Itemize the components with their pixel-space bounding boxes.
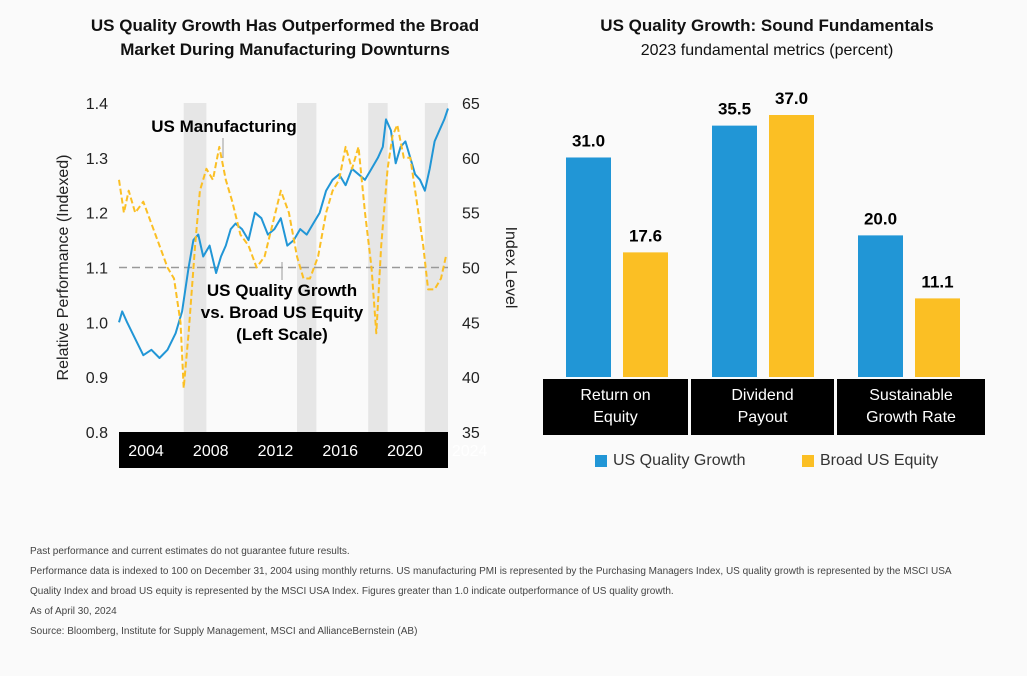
left-chart-title-line1: US Quality Growth Has Outperformed the B…	[90, 16, 480, 35]
annotation-quality-growth: vs. Broad US Equity	[201, 303, 364, 322]
right-chart-subtitle: 2023 fundamental metrics (percent)	[640, 42, 894, 59]
x-axis-band	[119, 432, 448, 468]
category-label-line: Equity	[593, 409, 638, 426]
bar-quality-growth	[858, 235, 903, 377]
left-y-tick-label: 1.2	[86, 206, 108, 223]
x-tick-label: 2004	[128, 443, 164, 460]
footnote-disclaimer: Past performance and current estimates d…	[30, 546, 350, 557]
category-label-dividend-payout: Dividend Payout	[691, 379, 834, 435]
bar-value-label: 31.0	[572, 131, 605, 150]
x-tick-label: 2016	[322, 443, 358, 460]
bar-value-label: 20.0	[864, 209, 897, 228]
bar-value-label: 37.0	[775, 89, 808, 108]
legend-label-quality: US Quality Growth	[613, 452, 746, 469]
right-y-tick-label: 55	[462, 206, 480, 223]
right-y-axis-label: Index Level	[502, 227, 519, 309]
category-label-line: Payout	[737, 409, 788, 426]
x-tick-label: 2008	[193, 443, 229, 460]
bar-quality-growth	[712, 125, 757, 378]
category-label-line: Sustainable	[869, 387, 953, 404]
legend-swatch-quality	[595, 455, 607, 467]
annotation-quality-growth: (Left Scale)	[236, 325, 328, 344]
legend-quality: US Quality Growth	[595, 452, 745, 470]
left-y-axis-label: Relative Performance (Indexed)	[55, 155, 72, 381]
footnote-methodology-2: Quality Index and broad US equity is rep…	[30, 586, 674, 597]
right-y-tick-label: 35	[462, 425, 480, 442]
bar-broad-equity	[623, 252, 668, 377]
bar-value-label: 11.1	[921, 272, 953, 291]
bar-value-label: 17.6	[629, 226, 662, 245]
left-y-tick-label: 1.1	[86, 261, 108, 278]
right-y-tick-label: 65	[462, 96, 480, 113]
x-tick-label: 2012	[258, 443, 294, 460]
bar-broad-equity	[915, 298, 960, 377]
category-label-line: Return on	[580, 387, 651, 404]
legend-label-broad: Broad US Equity	[820, 452, 939, 469]
bar-broad-equity	[769, 115, 814, 377]
left-chart-title-line2: Market During Manufacturing Downturns	[120, 40, 450, 59]
left-y-tick-label: 0.9	[86, 370, 108, 387]
bar-quality-growth	[566, 157, 611, 377]
left-chart-title: US Quality Growth Has Outperformed the B…	[40, 14, 530, 62]
annotation-quality-growth: US Quality Growth	[207, 281, 357, 300]
left-y-tick-label: 0.8	[86, 425, 108, 442]
footnote-source: Source: Bloomberg, Institute for Supply …	[30, 626, 418, 637]
right-chart-title: US Quality Growth: Sound Fundamentals	[600, 16, 934, 35]
right-y-tick-label: 60	[462, 151, 480, 168]
x-tick-label: 2024	[452, 443, 488, 460]
bar-value-label: 35.5	[718, 100, 751, 119]
legend-broad: Broad US Equity	[802, 452, 938, 470]
footnote-methodology-1: Performance data is indexed to 100 on De…	[30, 566, 952, 577]
series-line-manufacturing	[118, 123, 447, 390]
recession-shade	[368, 103, 388, 432]
footnote-as-of-date: As of April 30, 2024	[30, 606, 117, 617]
x-tick-label: 2020	[387, 443, 423, 460]
category-label-return-on-equity: Return on Equity	[543, 379, 688, 435]
category-label-line: Growth Rate	[866, 409, 956, 426]
right-y-tick-label: 50	[462, 261, 480, 278]
category-label-line: Dividend	[731, 387, 794, 404]
right-y-tick-label: 45	[462, 315, 480, 332]
legend-swatch-broad	[802, 455, 814, 467]
left-y-tick-label: 1.3	[86, 151, 108, 168]
right-y-tick-label: 40	[462, 370, 480, 387]
footnotes: Past performance and current estimates d…	[30, 545, 952, 645]
left-y-tick-label: 1.0	[86, 315, 108, 332]
left-y-tick-label: 1.4	[86, 96, 108, 113]
annotation-manufacturing: US Manufacturing	[151, 117, 296, 136]
category-label-sustainable-growth-rate: Sustainable Growth Rate	[837, 379, 985, 435]
